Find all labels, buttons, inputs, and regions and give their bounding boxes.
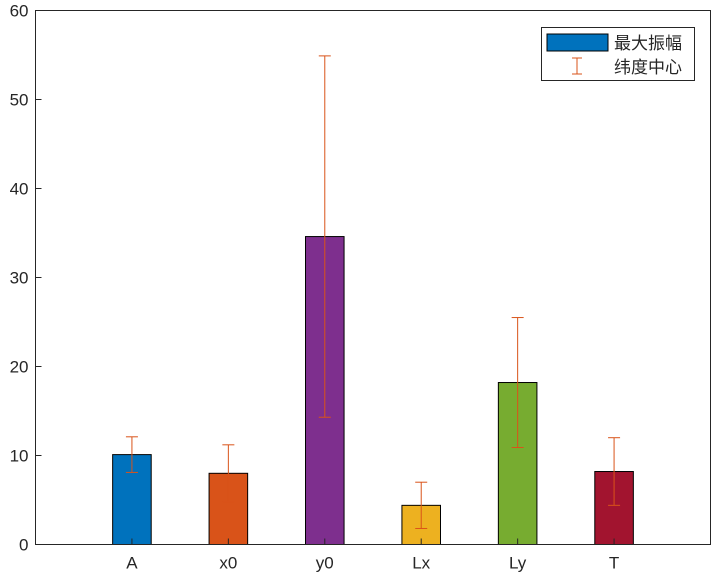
errorbar-T — [608, 437, 621, 506]
y-tick-label: 10 — [10, 447, 29, 466]
errorbar-y0 — [318, 55, 331, 418]
x-tick-label: x0 — [219, 554, 237, 573]
errorbar-A — [125, 436, 138, 473]
x-tick-label: Ly — [509, 554, 527, 573]
legend: 最大振幅 纬度中心 — [541, 27, 695, 81]
errorbar-Ly — [511, 317, 524, 448]
legend-swatch-bar — [546, 33, 609, 52]
x-tick-label: Lx — [412, 554, 430, 573]
x-tick-label: T — [609, 554, 619, 573]
y-tick-label: 60 — [10, 2, 29, 21]
x-tick-label: A — [126, 554, 138, 573]
errorbar-Lx — [415, 481, 428, 529]
legend-label-bar: 最大振幅 — [614, 34, 682, 53]
y-tick-label: 30 — [10, 269, 29, 288]
errorbar-x0 — [222, 444, 235, 503]
y-tick-label: 50 — [10, 91, 29, 110]
legend-swatch-errorbar — [572, 57, 582, 75]
y-tick-label: 40 — [10, 180, 29, 199]
y-tick-label: 0 — [19, 536, 28, 555]
legend-label-errorbar: 纬度中心 — [614, 58, 682, 77]
y-tick-label: 20 — [10, 358, 29, 377]
x-tick-label: y0 — [316, 554, 334, 573]
